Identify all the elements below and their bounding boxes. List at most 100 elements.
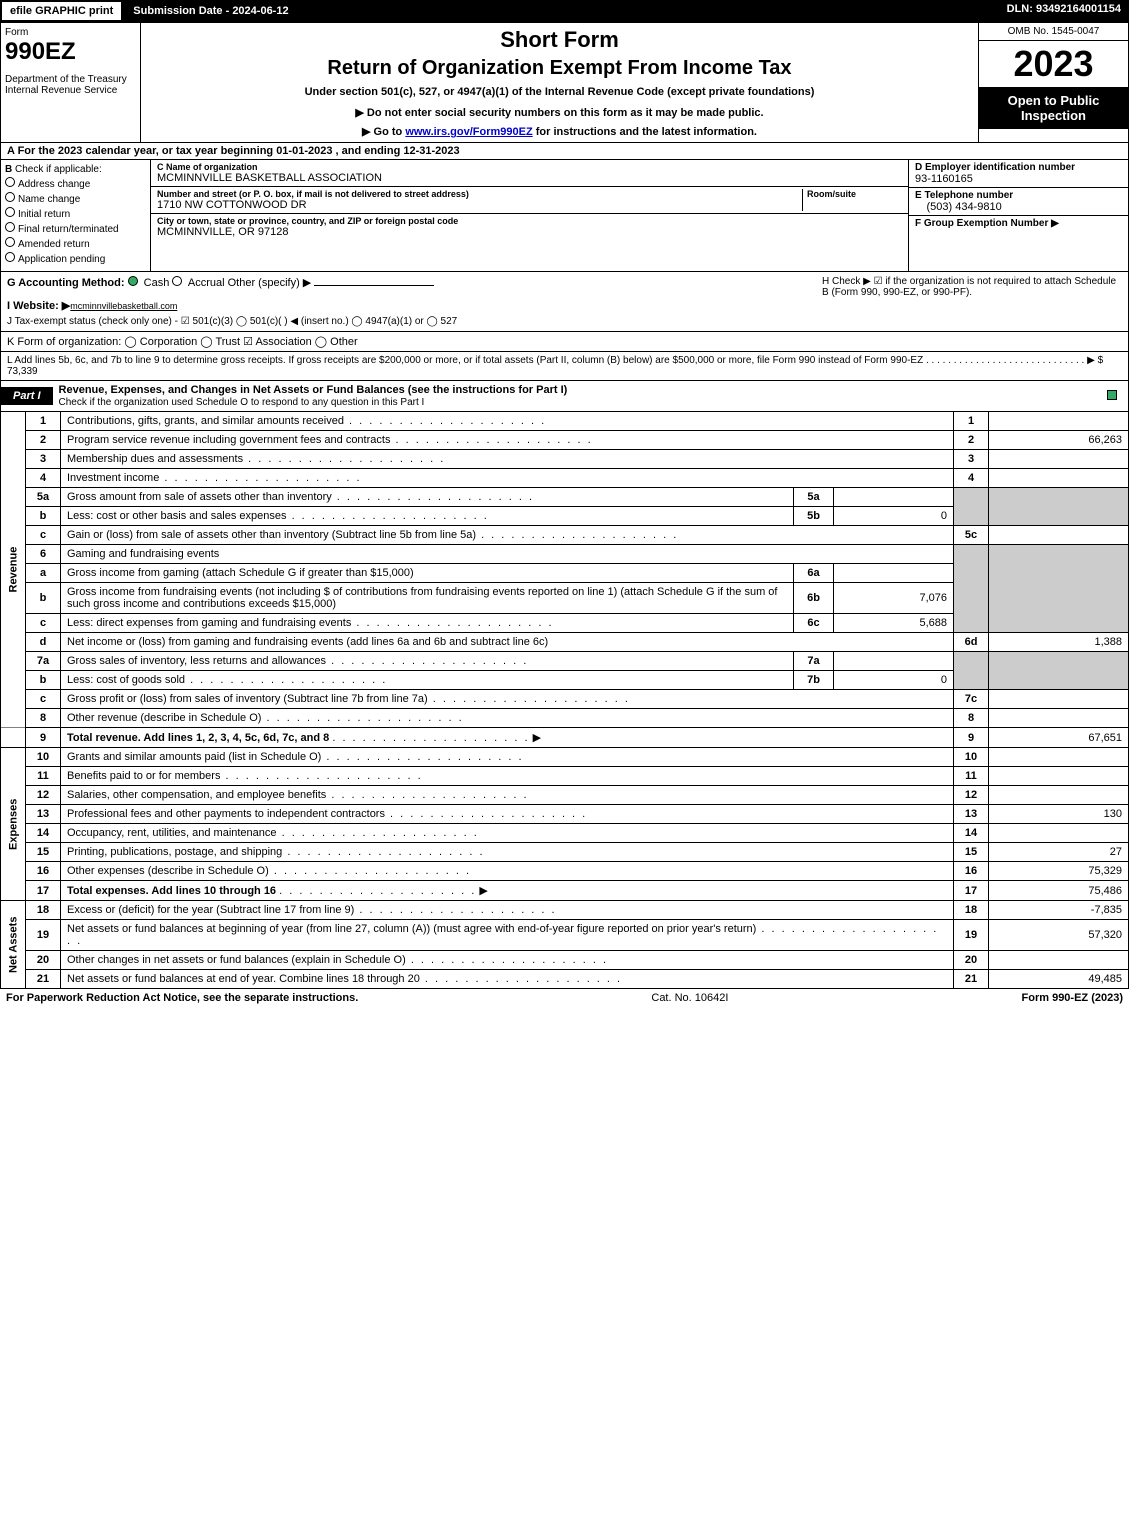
- part1-checkbox[interactable]: [1098, 390, 1128, 403]
- line-9: 9Total revenue. Add lines 1, 2, 3, 4, 5c…: [1, 728, 1129, 748]
- line-5a: 5aGross amount from sale of assets other…: [1, 488, 1129, 507]
- cb-amended-return[interactable]: Amended return: [5, 237, 146, 250]
- short-form-title: Short Form: [145, 27, 974, 53]
- cb-application-pending[interactable]: Application pending: [5, 252, 146, 265]
- top-bar: efile GRAPHIC print Submission Date - 20…: [0, 0, 1129, 22]
- ein-label: D Employer identification number: [915, 162, 1075, 173]
- efile-print[interactable]: efile GRAPHIC print: [0, 0, 123, 22]
- footer-center: Cat. No. 10642I: [651, 992, 728, 1004]
- line-7a: 7aGross sales of inventory, less returns…: [1, 652, 1129, 671]
- col-d: D Employer identification number 93-1160…: [908, 160, 1128, 271]
- cb-name-change[interactable]: Name change: [5, 192, 146, 205]
- col-b: B Check if applicable: Address change Na…: [1, 160, 151, 271]
- street-label: Number and street (or P. O. box, if mail…: [157, 189, 802, 199]
- header-center: Short Form Return of Organization Exempt…: [141, 23, 978, 142]
- b-label: B: [5, 164, 12, 175]
- g-section: G Accounting Method: Cash Accrual Other …: [7, 276, 822, 327]
- tax-year: 2023: [979, 41, 1128, 87]
- page-footer: For Paperwork Reduction Act Notice, see …: [0, 989, 1129, 1007]
- part1-label: Part I: [1, 387, 53, 405]
- goto-pre: ▶ Go to: [362, 126, 405, 138]
- return-title: Return of Organization Exempt From Incom…: [145, 57, 974, 80]
- line-10: Expenses 10Grants and similar amounts pa…: [1, 748, 1129, 767]
- line-21: 21Net assets or fund balances at end of …: [1, 970, 1129, 989]
- department: Department of the Treasury Internal Reve…: [5, 74, 136, 96]
- top-left: efile GRAPHIC print Submission Date - 20…: [0, 0, 299, 22]
- form-header: Form 990EZ Department of the Treasury In…: [0, 22, 1129, 143]
- line-5c: cGain or (loss) from sale of assets othe…: [1, 526, 1129, 545]
- line-18: Net Assets 18Excess or (deficit) for the…: [1, 901, 1129, 920]
- col-c: C Name of organization MCMINNVILLE BASKE…: [151, 160, 908, 271]
- header-left: Form 990EZ Department of the Treasury In…: [1, 23, 141, 142]
- j-line: J Tax-exempt status (check only one) - ☑…: [7, 316, 822, 327]
- cb-final-return[interactable]: Final return/terminated: [5, 222, 146, 235]
- part1-title: Revenue, Expenses, and Changes in Net As…: [53, 381, 1098, 411]
- i-label: I Website: ▶: [7, 300, 70, 312]
- header-right: OMB No. 1545-0047 2023 Open to Public In…: [978, 23, 1128, 142]
- group-label: F Group Exemption Number ▶: [915, 218, 1059, 229]
- line-17: 17Total expenses. Add lines 10 through 1…: [1, 881, 1129, 901]
- cb-accrual[interactable]: [172, 276, 182, 286]
- line-2: 2Program service revenue including gover…: [1, 431, 1129, 450]
- line-7c: cGross profit or (loss) from sales of in…: [1, 690, 1129, 709]
- cb-initial-return[interactable]: Initial return: [5, 207, 146, 220]
- line-4: 4Investment income4: [1, 469, 1129, 488]
- ein: 93-1160165: [915, 173, 1075, 185]
- line-6d: dNet income or (loss) from gaming and fu…: [1, 633, 1129, 652]
- line-3: 3Membership dues and assessments3: [1, 450, 1129, 469]
- cb-cash[interactable]: [128, 276, 138, 286]
- city-label: City or town, state or province, country…: [157, 216, 458, 226]
- form-label: Form: [5, 27, 136, 38]
- h-section: H Check ▶ ☑ if the organization is not r…: [822, 276, 1122, 327]
- tel-label: E Telephone number: [915, 190, 1013, 201]
- line-6: 6Gaming and fundraising events: [1, 545, 1129, 564]
- irs-link[interactable]: www.irs.gov/Form990EZ: [405, 126, 532, 138]
- line-15: 15Printing, publications, postage, and s…: [1, 843, 1129, 862]
- expenses-label: Expenses: [1, 748, 26, 901]
- line-12: 12Salaries, other compensation, and empl…: [1, 786, 1129, 805]
- netassets-label: Net Assets: [1, 901, 26, 989]
- room-label: Room/suite: [807, 189, 902, 199]
- g-label: G Accounting Method:: [7, 277, 125, 289]
- line-a: A For the 2023 calendar year, or tax yea…: [0, 143, 1129, 160]
- city-row: City or town, state or province, country…: [151, 214, 908, 240]
- street-row: Number and street (or P. O. box, if mail…: [151, 187, 908, 214]
- row-gh: G Accounting Method: Cash Accrual Other …: [0, 272, 1129, 332]
- street: 1710 NW COTTONWOOD DR: [157, 199, 802, 211]
- org-name-label: C Name of organization: [157, 162, 382, 172]
- k-line: K Form of organization: ◯ Corporation ◯ …: [0, 332, 1129, 352]
- line-14: 14Occupancy, rent, utilities, and mainte…: [1, 824, 1129, 843]
- line-8: 8Other revenue (describe in Schedule O)8: [1, 709, 1129, 728]
- ein-row: D Employer identification number 93-1160…: [909, 160, 1128, 188]
- org-name-row: C Name of organization MCMINNVILLE BASKE…: [151, 160, 908, 187]
- tel-row: E Telephone number (503) 434-9810: [909, 188, 1128, 216]
- footer-left: For Paperwork Reduction Act Notice, see …: [6, 992, 358, 1004]
- omb-number: OMB No. 1545-0047: [979, 23, 1128, 41]
- footer-right: Form 990-EZ (2023): [1022, 992, 1123, 1004]
- part1-table: Revenue 1Contributions, gifts, grants, a…: [0, 412, 1129, 989]
- part1-header: Part I Revenue, Expenses, and Changes in…: [0, 381, 1129, 412]
- org-name: MCMINNVILLE BASKETBALL ASSOCIATION: [157, 172, 382, 184]
- section-bcd: B Check if applicable: Address change Na…: [0, 160, 1129, 272]
- line-1: Revenue 1Contributions, gifts, grants, a…: [1, 412, 1129, 431]
- form-number: 990EZ: [5, 38, 136, 66]
- line-19: 19Net assets or fund balances at beginni…: [1, 920, 1129, 951]
- revenue-label: Revenue: [1, 412, 26, 728]
- b-check-label: Check if applicable:: [15, 164, 102, 175]
- line-16: 16Other expenses (describe in Schedule O…: [1, 862, 1129, 881]
- website: mcminnvillebasketball.com: [70, 301, 177, 311]
- goto-link-line: ▶ Go to www.irs.gov/Form990EZ for instru…: [145, 125, 974, 138]
- line-13: 13Professional fees and other payments t…: [1, 805, 1129, 824]
- group-row: F Group Exemption Number ▶: [909, 216, 1128, 231]
- dln: DLN: 93492164001154: [999, 0, 1129, 22]
- telephone: (503) 434-9810: [915, 201, 1013, 213]
- line-11: 11Benefits paid to or for members11: [1, 767, 1129, 786]
- submission-date: Submission Date - 2024-06-12: [123, 0, 298, 22]
- line-20: 20Other changes in net assets or fund ba…: [1, 951, 1129, 970]
- l-line: L Add lines 5b, 6c, and 7b to line 9 to …: [0, 352, 1129, 381]
- cb-address-change[interactable]: Address change: [5, 177, 146, 190]
- goto-post: for instructions and the latest informat…: [533, 126, 757, 138]
- ssn-note: ▶ Do not enter social security numbers o…: [145, 106, 974, 119]
- under-section: Under section 501(c), 527, or 4947(a)(1)…: [145, 86, 974, 98]
- open-to-public: Open to Public Inspection: [979, 87, 1128, 129]
